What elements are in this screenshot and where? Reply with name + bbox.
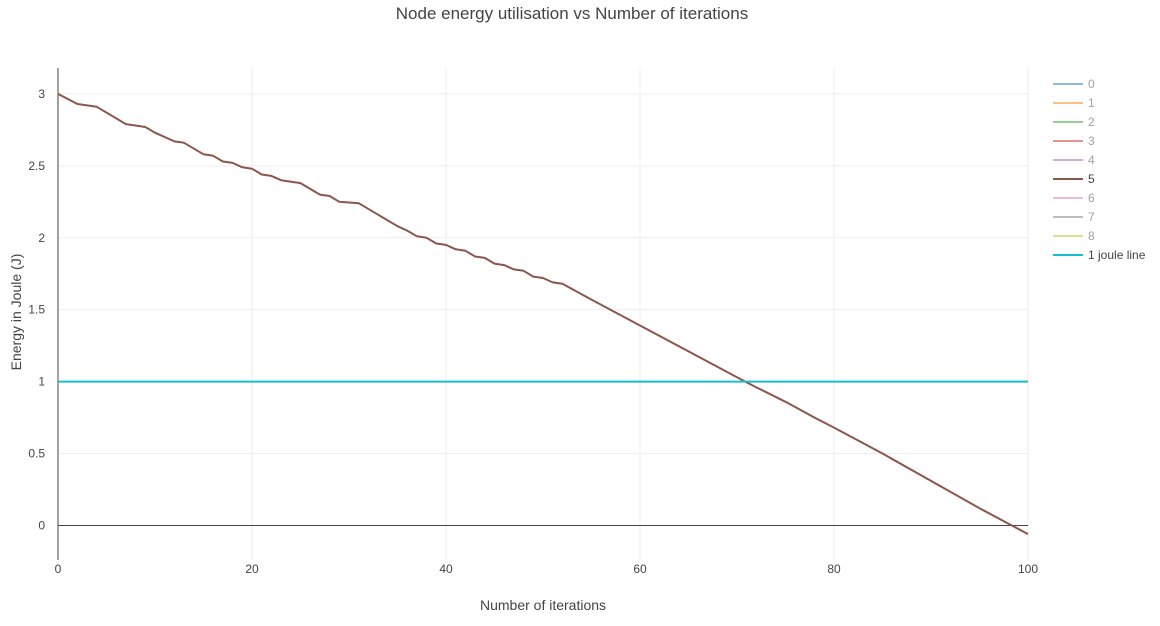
x-tick-label: 80 bbox=[827, 562, 841, 576]
x-tick-label: 20 bbox=[245, 562, 259, 576]
y-axis-title: Energy in Joule (J) bbox=[8, 254, 24, 371]
legend-label: 8 bbox=[1088, 229, 1095, 243]
legend-label: 3 bbox=[1088, 134, 1095, 148]
legend-label: 7 bbox=[1088, 210, 1095, 224]
axes: 0 20 40 60 80 100 0 0.5 1 1.5 2 2.5 3 bbox=[28, 68, 1038, 576]
plot-area[interactable] bbox=[57, 93, 1029, 535]
legend-label: 5 bbox=[1088, 172, 1095, 186]
legend-item-3[interactable]: 3 bbox=[1053, 134, 1095, 148]
legend-label: 1 joule line bbox=[1088, 248, 1146, 262]
y-tick-label: 1.5 bbox=[28, 303, 45, 317]
y-tick-label: 1 bbox=[38, 375, 45, 389]
legend-item-1[interactable]: 1 bbox=[1053, 96, 1095, 110]
legend-label: 1 bbox=[1088, 96, 1095, 110]
legend-item-2[interactable]: 2 bbox=[1053, 115, 1095, 129]
legend-item-0[interactable]: 0 bbox=[1053, 77, 1095, 91]
x-tick-label: 100 bbox=[1018, 562, 1038, 576]
legend-item-8[interactable]: 8 bbox=[1053, 229, 1095, 243]
legend-item-5[interactable]: 5 bbox=[1053, 172, 1095, 186]
y-tick-label: 0.5 bbox=[28, 447, 45, 461]
x-tick-label: 0 bbox=[55, 562, 62, 576]
x-tick-label: 60 bbox=[633, 562, 647, 576]
legend-item-1-joule-line[interactable]: 1 joule line bbox=[1053, 248, 1146, 262]
x-tick-label: 40 bbox=[439, 562, 453, 576]
legend: 0 1 2 3 4 5 6 7 8 1 joule line bbox=[1053, 77, 1146, 262]
grid bbox=[58, 68, 1029, 560]
legend-item-4[interactable]: 4 bbox=[1053, 153, 1095, 167]
y-tick-label: 2.5 bbox=[28, 159, 45, 173]
chart-title: Node energy utilisation vs Number of ite… bbox=[396, 4, 748, 23]
legend-label: 4 bbox=[1088, 153, 1095, 167]
x-axis-title: Number of iterations bbox=[480, 597, 606, 613]
y-tick-label: 2 bbox=[38, 231, 45, 245]
legend-item-7[interactable]: 7 bbox=[1053, 210, 1095, 224]
series-line-5 bbox=[57, 93, 1029, 535]
legend-item-6[interactable]: 6 bbox=[1053, 191, 1095, 205]
legend-label: 6 bbox=[1088, 191, 1095, 205]
legend-label: 2 bbox=[1088, 115, 1095, 129]
legend-label: 0 bbox=[1088, 77, 1095, 91]
y-tick-label: 3 bbox=[38, 87, 45, 101]
y-tick-label: 0 bbox=[38, 518, 45, 532]
